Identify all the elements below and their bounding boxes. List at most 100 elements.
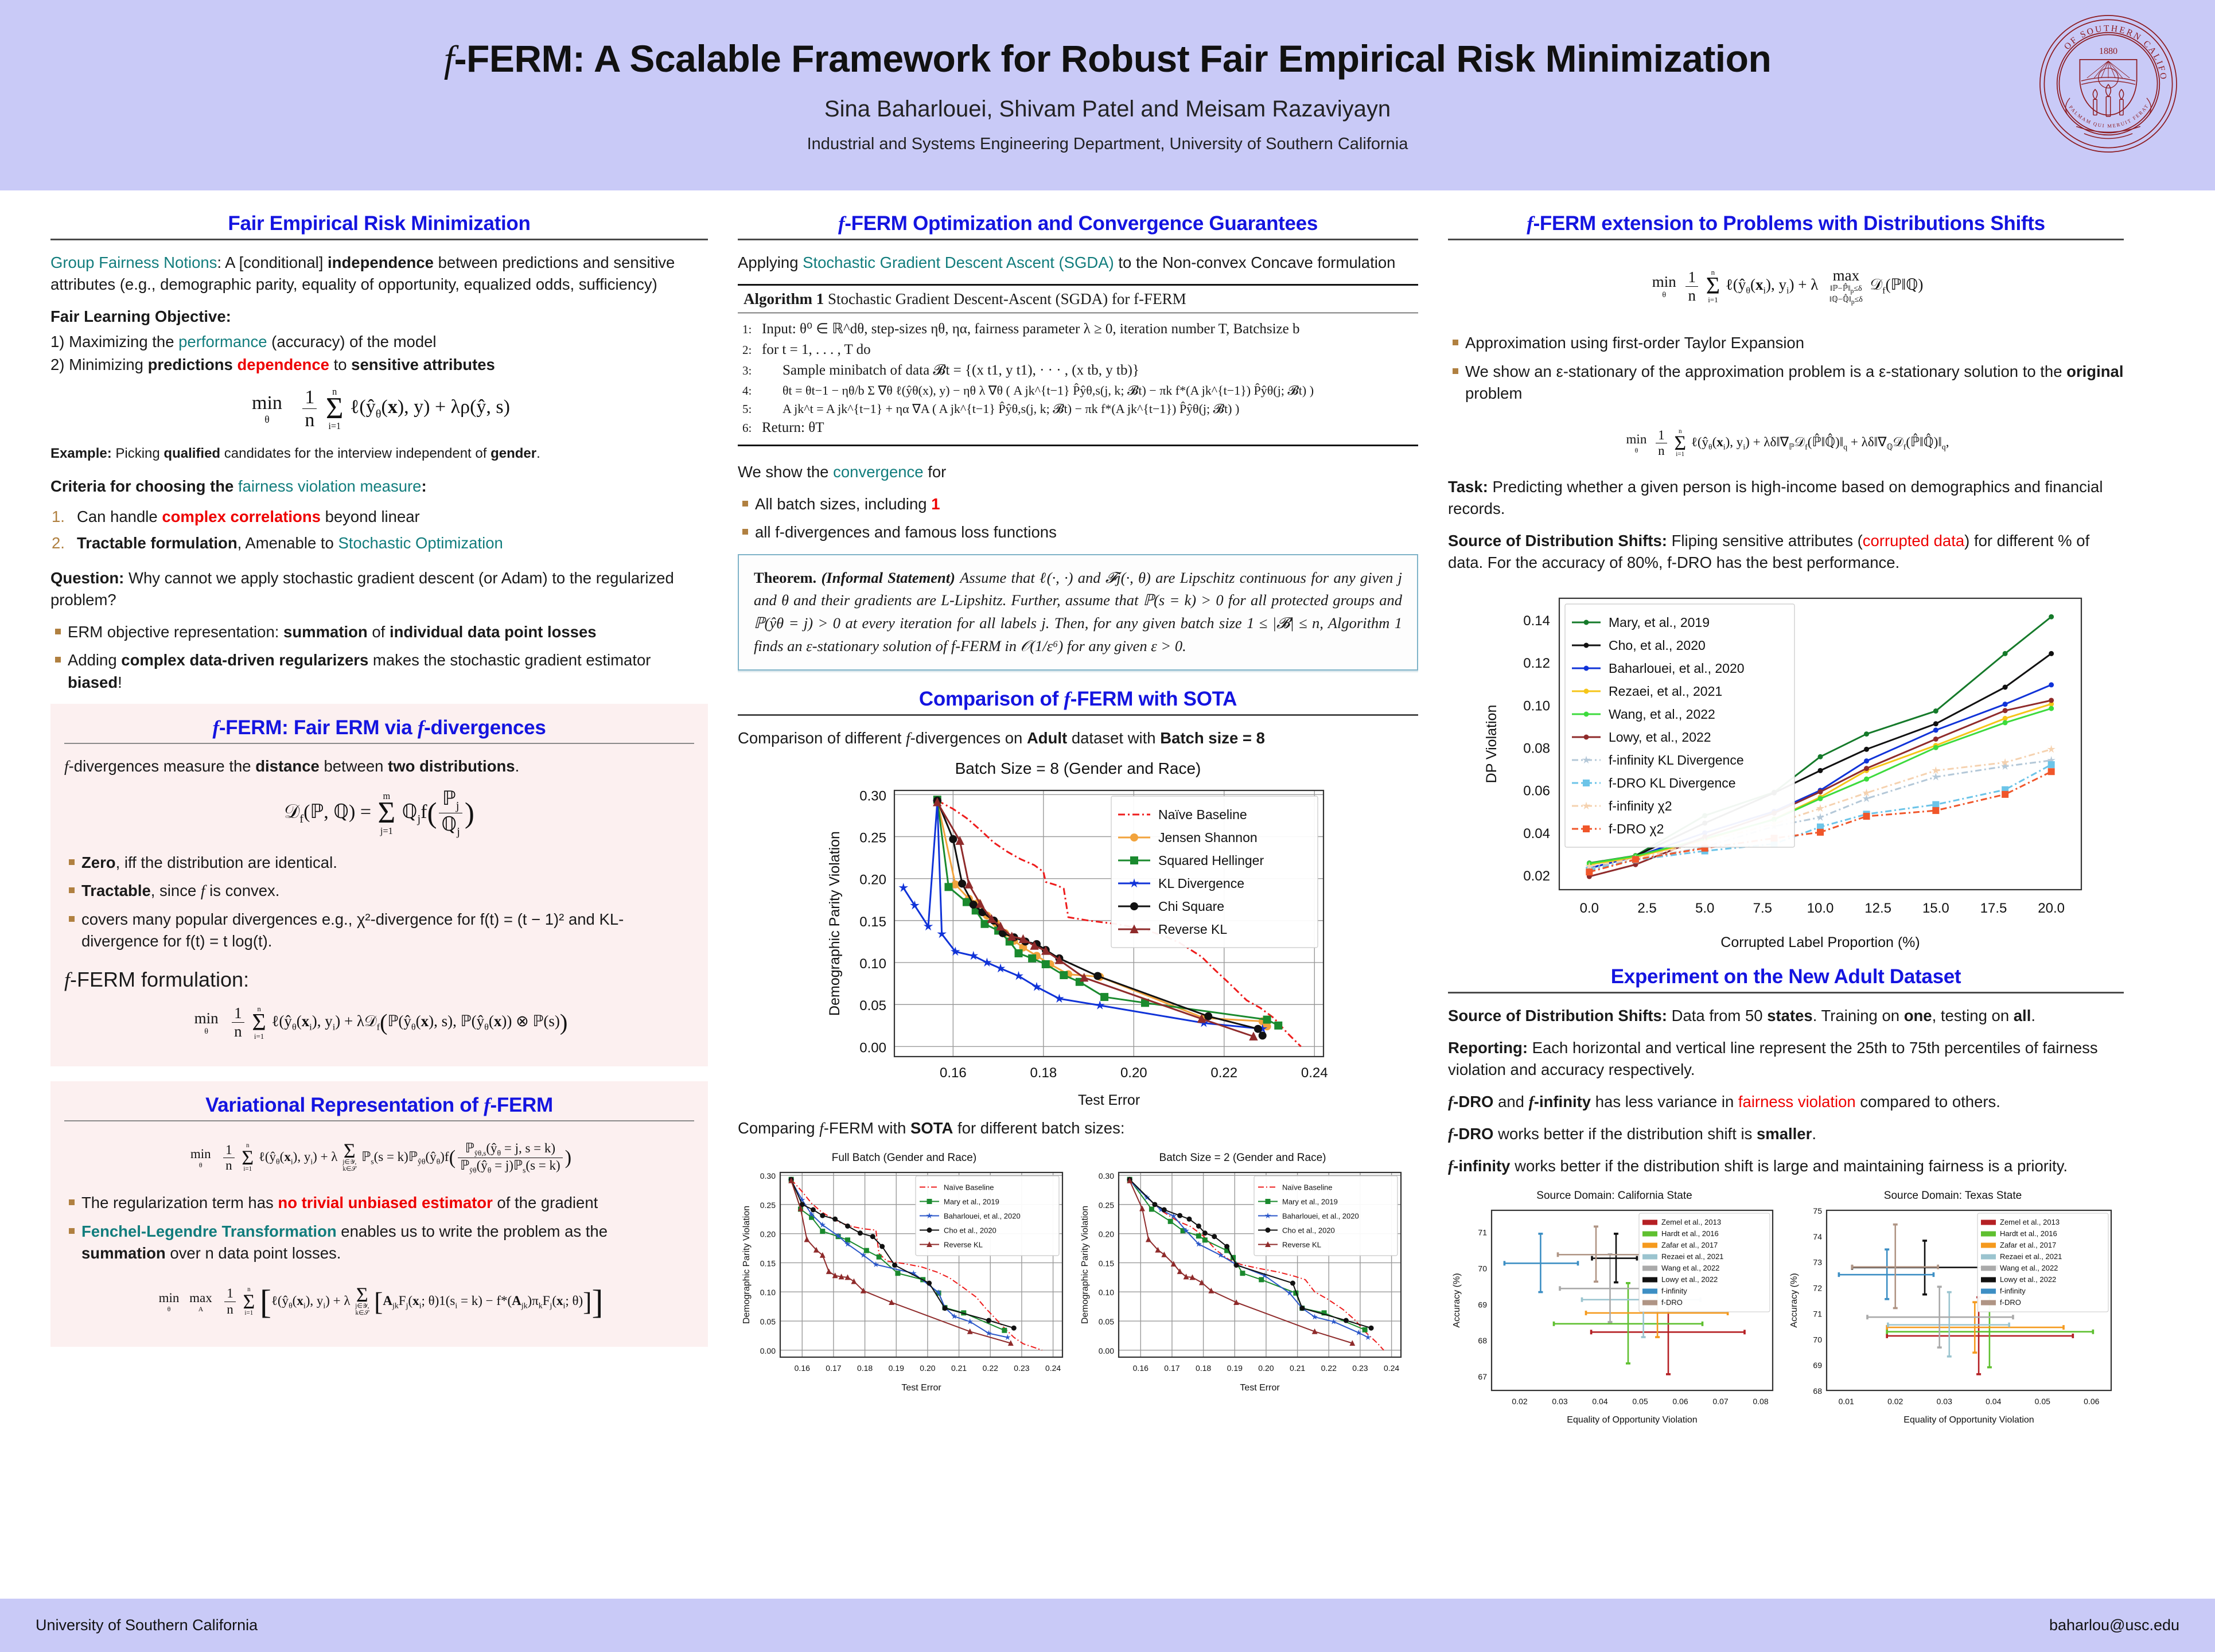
svg-text:69: 69 [1478, 1300, 1487, 1309]
svg-text:0.15: 0.15 [1099, 1259, 1114, 1268]
variational-bullets: The regularization term has no trivial u… [64, 1192, 694, 1265]
column-left: Fair Empirical Risk Minimization Group F… [36, 204, 723, 1599]
panel-f-ferm-divergences: f-FERM: Fair ERM via f-divergences f-div… [50, 704, 708, 1066]
svg-text:20.0: 20.0 [2038, 901, 2065, 916]
svg-text:Cho et al., 2020: Cho et al., 2020 [944, 1226, 996, 1234]
svg-text:f-infinity χ2: f-infinity χ2 [1609, 798, 1672, 813]
svg-text:f-DRO χ2: f-DRO χ2 [1609, 821, 1664, 836]
svg-text:0.30: 0.30 [859, 788, 886, 804]
svg-text:0.05: 0.05 [859, 998, 886, 1014]
divider [738, 239, 1418, 240]
svg-text:Wang et al., 2022: Wang et al., 2022 [1661, 1264, 1719, 1272]
chart-canvas: 0.16 0.17 0.18 0.19 0.20 0.21 0.22 0.23 0.24 0.00… [1080, 1171, 1402, 1393]
affiliation: Industrial and Systems Engineering Depar… [807, 135, 1408, 153]
svg-text:0.20: 0.20 [1120, 1065, 1147, 1081]
convergence-bullets: All batch sizes, including 1 all f-diver… [738, 493, 1418, 544]
small-charts-row: Full Batch (Gender and Race) 0.16 0.17 0.1… [738, 1150, 1418, 1401]
algorithm-steps: 1: Input: θ⁰ ∈ ℝ^dθ, step-sizes ηθ, ηα, f… [738, 313, 1418, 445]
svg-text:0.24: 0.24 [1301, 1065, 1328, 1081]
divergence-definition: f-divergences measure the distance betwe… [64, 757, 520, 776]
algorithm-line: 1: Input: θ⁰ ∈ ℝ^dθ, step-sizes ηθ, ηα, f… [742, 321, 1300, 337]
svg-text:Mary et al., 2019: Mary et al., 2019 [944, 1197, 999, 1206]
svg-text:0.06: 0.06 [1523, 784, 1550, 799]
svg-text:Equality of Opportunity Violat: Equality of Opportunity Violation [1903, 1415, 2034, 1425]
section-title-variational: Variational Representation of f-FERM [205, 1093, 553, 1116]
criteria-list: Can handle complex correlations beyond l… [50, 508, 708, 552]
svg-text:Cho, et al., 2020: Cho, et al., 2020 [1609, 638, 1706, 653]
title-f-glyph: f [443, 38, 454, 80]
divider [64, 743, 694, 745]
algorithm-line: 6: Return: θT [742, 420, 824, 436]
chart-title: Full Batch (Gender and Race) [831, 1151, 977, 1164]
finding-2: f-DRO works better if the distribution s… [1448, 1125, 1816, 1143]
section-title-optimization: f-FERM Optimization and Convergence Guar… [838, 212, 1318, 235]
svg-text:0.19: 0.19 [889, 1363, 904, 1373]
svg-text:Test Error: Test Error [1078, 1092, 1140, 1108]
scatter-charts-row: Source Domain: California State 0.02 0.03… [1448, 1187, 2124, 1433]
algorithm-line: 3: Sample minibatch of data 𝓑t = {(x t1, … [742, 363, 1139, 379]
task-paragraph: Task: Predicting whether a given person … [1448, 477, 2103, 517]
svg-text:Lowy et al., 2022: Lowy et al., 2022 [2000, 1275, 2056, 1284]
svg-text:Chi Square: Chi Square [1158, 899, 1224, 914]
svg-text:0.05: 0.05 [2035, 1397, 2050, 1406]
svg-text:0.16: 0.16 [1133, 1363, 1149, 1373]
svg-text:0.20: 0.20 [1258, 1363, 1274, 1373]
svg-text:0.00: 0.00 [859, 1040, 886, 1055]
chart-canvas: 0.16 0.17 0.18 0.19 0.20 0.21 0.22 0.23 0.24 0.00… [742, 1171, 1064, 1393]
divider [64, 1120, 694, 1121]
svg-text:Demographic Parity Violation: Demographic Parity Violation [1080, 1206, 1090, 1324]
svg-text:0.17: 0.17 [826, 1363, 841, 1373]
footer-email: baharlou@usc.edu [2049, 1616, 2179, 1634]
list-item: all f-divergences and famous loss functi… [742, 521, 1418, 544]
section-title-ferm: Fair Empirical Risk Minimization [228, 212, 531, 235]
svg-text:0.25: 0.25 [1099, 1200, 1114, 1209]
svg-text:PALMAM QUI MERUIT FERAT: PALMAM QUI MERUIT FERAT [2068, 103, 2150, 128]
column-right: f-FERM extension to Problems with Distri… [1433, 204, 2139, 1599]
comparison-caption: Comparison of different f-divergences on… [738, 728, 1265, 747]
dro-bullets: Approximation using first-order Taylor E… [1448, 332, 2124, 405]
criteria-item: Tractable formulation, Amenable to Stoch… [52, 533, 503, 552]
poster-footer: University of Southern California baharl… [0, 1599, 2215, 1652]
svg-text:Equality of Opportunity Violat: Equality of Opportunity Violation [1567, 1415, 1697, 1425]
list-item: ERM objective representation: summation … [55, 621, 708, 644]
svg-text:0.23: 0.23 [1352, 1363, 1368, 1373]
svg-text:0.05: 0.05 [1099, 1317, 1114, 1326]
svg-text:0.02: 0.02 [1512, 1397, 1527, 1406]
svg-text:Naïve Baseline: Naïve Baseline [1158, 807, 1247, 822]
svg-text:0.08: 0.08 [1753, 1397, 1768, 1406]
svg-text:0.23: 0.23 [1014, 1363, 1029, 1373]
svg-text:5.0: 5.0 [1695, 901, 1714, 916]
column-middle: f-FERM Optimization and Convergence Guar… [723, 204, 1433, 1599]
fair-learning-objective-head: Fair Learning Objective: [50, 307, 231, 325]
svg-text:7.5: 7.5 [1753, 901, 1772, 916]
list-item: covers many popular divergences e.g., χ²… [69, 909, 694, 953]
svg-text:12.5: 12.5 [1864, 901, 1891, 916]
section-title-f-ferm-div: f-FERM: Fair ERM via f-divergences [212, 716, 546, 739]
svg-text:0.24: 0.24 [1045, 1363, 1061, 1373]
svg-text:0.18: 0.18 [1196, 1363, 1211, 1373]
svg-text:Reverse KL: Reverse KL [944, 1240, 983, 1249]
svg-text:0.15: 0.15 [760, 1259, 776, 1268]
svg-text:Corrupted Label Proportion (%): Corrupted Label Proportion (%) [1720, 934, 1920, 950]
finding-1: ff-DRO-DRO and f-infinity has less varia… [1448, 1093, 2000, 1111]
svg-text:0.25: 0.25 [859, 830, 886, 846]
divider [738, 714, 1418, 716]
list-item: Tractable, since f is convex. [69, 880, 694, 902]
chart-fullbatch: Full Batch (Gender and Race) 0.16 0.17 0.1… [738, 1152, 1070, 1395]
svg-text:Wang, et al., 2022: Wang, et al., 2022 [1609, 707, 1715, 722]
svg-text:0.10: 0.10 [1099, 1288, 1114, 1297]
svg-text:Accuracy (%): Accuracy (%) [1789, 1273, 1799, 1328]
svg-text:Demographic Parity Violation: Demographic Parity Violation [742, 1206, 752, 1324]
svg-text:0.21: 0.21 [1290, 1363, 1305, 1373]
chart-canvas: 0.02 0.03 0.04 0.05 0.06 0.07 0.08 67 68 69 70 71 Eq… [1452, 1210, 1774, 1425]
svg-text:15.0: 15.0 [1922, 901, 1949, 916]
list-item: Zero, iff the distribution are identical… [69, 852, 694, 874]
svg-text:0.04: 0.04 [1986, 1397, 2001, 1406]
svg-text:68: 68 [1813, 1386, 1822, 1396]
chart-batch8: Batch Size = 8 (Gender and Race) 0.16 0.1… [738, 759, 1418, 1112]
